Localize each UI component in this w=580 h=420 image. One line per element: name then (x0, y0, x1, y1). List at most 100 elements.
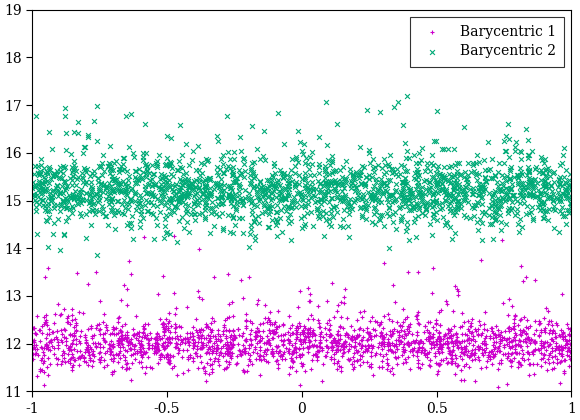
Barycentric 1 (273, 324, 282, 331)
Barycentric 1 (67, 354, 76, 361)
Barycentric 1 (212, 345, 222, 352)
Barycentric 1 (43, 342, 52, 349)
Barycentric 1 (300, 367, 309, 374)
Barycentric 1 (479, 337, 488, 344)
Barycentric 2 (548, 191, 557, 198)
Barycentric 2 (264, 202, 274, 209)
Barycentric 1 (171, 344, 180, 350)
Barycentric 1 (386, 347, 396, 354)
Barycentric 2 (234, 188, 244, 194)
Barycentric 2 (49, 230, 58, 237)
Barycentric 2 (169, 187, 178, 194)
Barycentric 2 (374, 190, 383, 197)
Barycentric 2 (107, 198, 116, 205)
Barycentric 2 (166, 211, 175, 218)
Barycentric 2 (187, 182, 197, 189)
Barycentric 2 (470, 204, 479, 211)
Barycentric 1 (519, 350, 528, 357)
Barycentric 2 (170, 188, 179, 194)
Barycentric 2 (502, 178, 511, 184)
Barycentric 1 (287, 357, 296, 364)
Barycentric 1 (166, 323, 176, 330)
Barycentric 2 (510, 148, 520, 155)
Barycentric 2 (202, 202, 211, 209)
Barycentric 1 (117, 328, 126, 334)
Barycentric 1 (389, 371, 398, 378)
Barycentric 1 (525, 340, 534, 346)
Barycentric 1 (524, 361, 534, 368)
Barycentric 2 (201, 207, 210, 213)
Barycentric 1 (100, 356, 109, 363)
Barycentric 2 (245, 189, 254, 196)
Barycentric 2 (413, 182, 422, 189)
Barycentric 1 (264, 327, 273, 334)
Barycentric 2 (184, 184, 194, 191)
Barycentric 1 (481, 364, 491, 371)
Barycentric 2 (543, 164, 553, 171)
Barycentric 2 (226, 197, 235, 203)
Barycentric 1 (162, 341, 172, 348)
Barycentric 2 (137, 175, 146, 182)
Barycentric 1 (128, 350, 137, 357)
Barycentric 1 (223, 339, 232, 346)
Barycentric 2 (202, 175, 212, 182)
Barycentric 2 (240, 186, 249, 193)
Barycentric 1 (467, 350, 476, 357)
Barycentric 2 (444, 190, 453, 197)
Barycentric 1 (84, 326, 93, 332)
Barycentric 2 (553, 184, 563, 190)
Barycentric 1 (404, 341, 413, 347)
Barycentric 1 (203, 323, 212, 329)
Barycentric 1 (54, 300, 63, 307)
Barycentric 2 (115, 179, 124, 186)
Barycentric 2 (75, 191, 84, 198)
Barycentric 2 (148, 161, 157, 168)
Barycentric 1 (294, 346, 303, 352)
Barycentric 1 (466, 329, 476, 336)
Barycentric 2 (519, 184, 528, 191)
Barycentric 2 (552, 193, 561, 200)
Barycentric 2 (408, 192, 417, 198)
Barycentric 2 (317, 196, 326, 203)
Barycentric 2 (412, 165, 422, 172)
Barycentric 1 (183, 355, 193, 362)
Barycentric 2 (320, 198, 329, 205)
Barycentric 1 (139, 328, 148, 335)
Barycentric 1 (547, 336, 556, 343)
Barycentric 2 (176, 121, 185, 128)
Barycentric 1 (170, 311, 179, 318)
Barycentric 1 (147, 342, 156, 349)
Barycentric 2 (318, 208, 328, 215)
Barycentric 2 (508, 191, 517, 198)
Barycentric 1 (122, 333, 132, 340)
Barycentric 1 (306, 331, 315, 337)
Barycentric 1 (255, 372, 264, 379)
Barycentric 2 (230, 194, 239, 201)
Barycentric 2 (390, 168, 399, 175)
Barycentric 2 (60, 113, 69, 119)
Barycentric 1 (515, 343, 524, 349)
Barycentric 2 (165, 176, 174, 183)
Barycentric 1 (393, 318, 402, 325)
Barycentric 2 (85, 207, 94, 214)
Barycentric 2 (176, 195, 186, 202)
Barycentric 1 (53, 342, 63, 349)
Barycentric 2 (182, 188, 191, 195)
Barycentric 1 (443, 341, 452, 348)
Barycentric 2 (272, 209, 281, 216)
Barycentric 2 (31, 203, 41, 210)
Barycentric 2 (473, 226, 483, 233)
Barycentric 2 (284, 191, 293, 198)
Barycentric 2 (300, 170, 310, 176)
Barycentric 2 (52, 181, 61, 188)
Barycentric 2 (60, 178, 69, 185)
Barycentric 2 (139, 157, 148, 163)
Barycentric 1 (115, 326, 125, 333)
Barycentric 1 (80, 358, 89, 365)
Barycentric 2 (399, 197, 408, 204)
Barycentric 2 (49, 173, 58, 179)
Barycentric 2 (400, 139, 409, 146)
Barycentric 1 (347, 337, 357, 344)
Barycentric 1 (125, 338, 134, 345)
Barycentric 2 (565, 185, 574, 192)
